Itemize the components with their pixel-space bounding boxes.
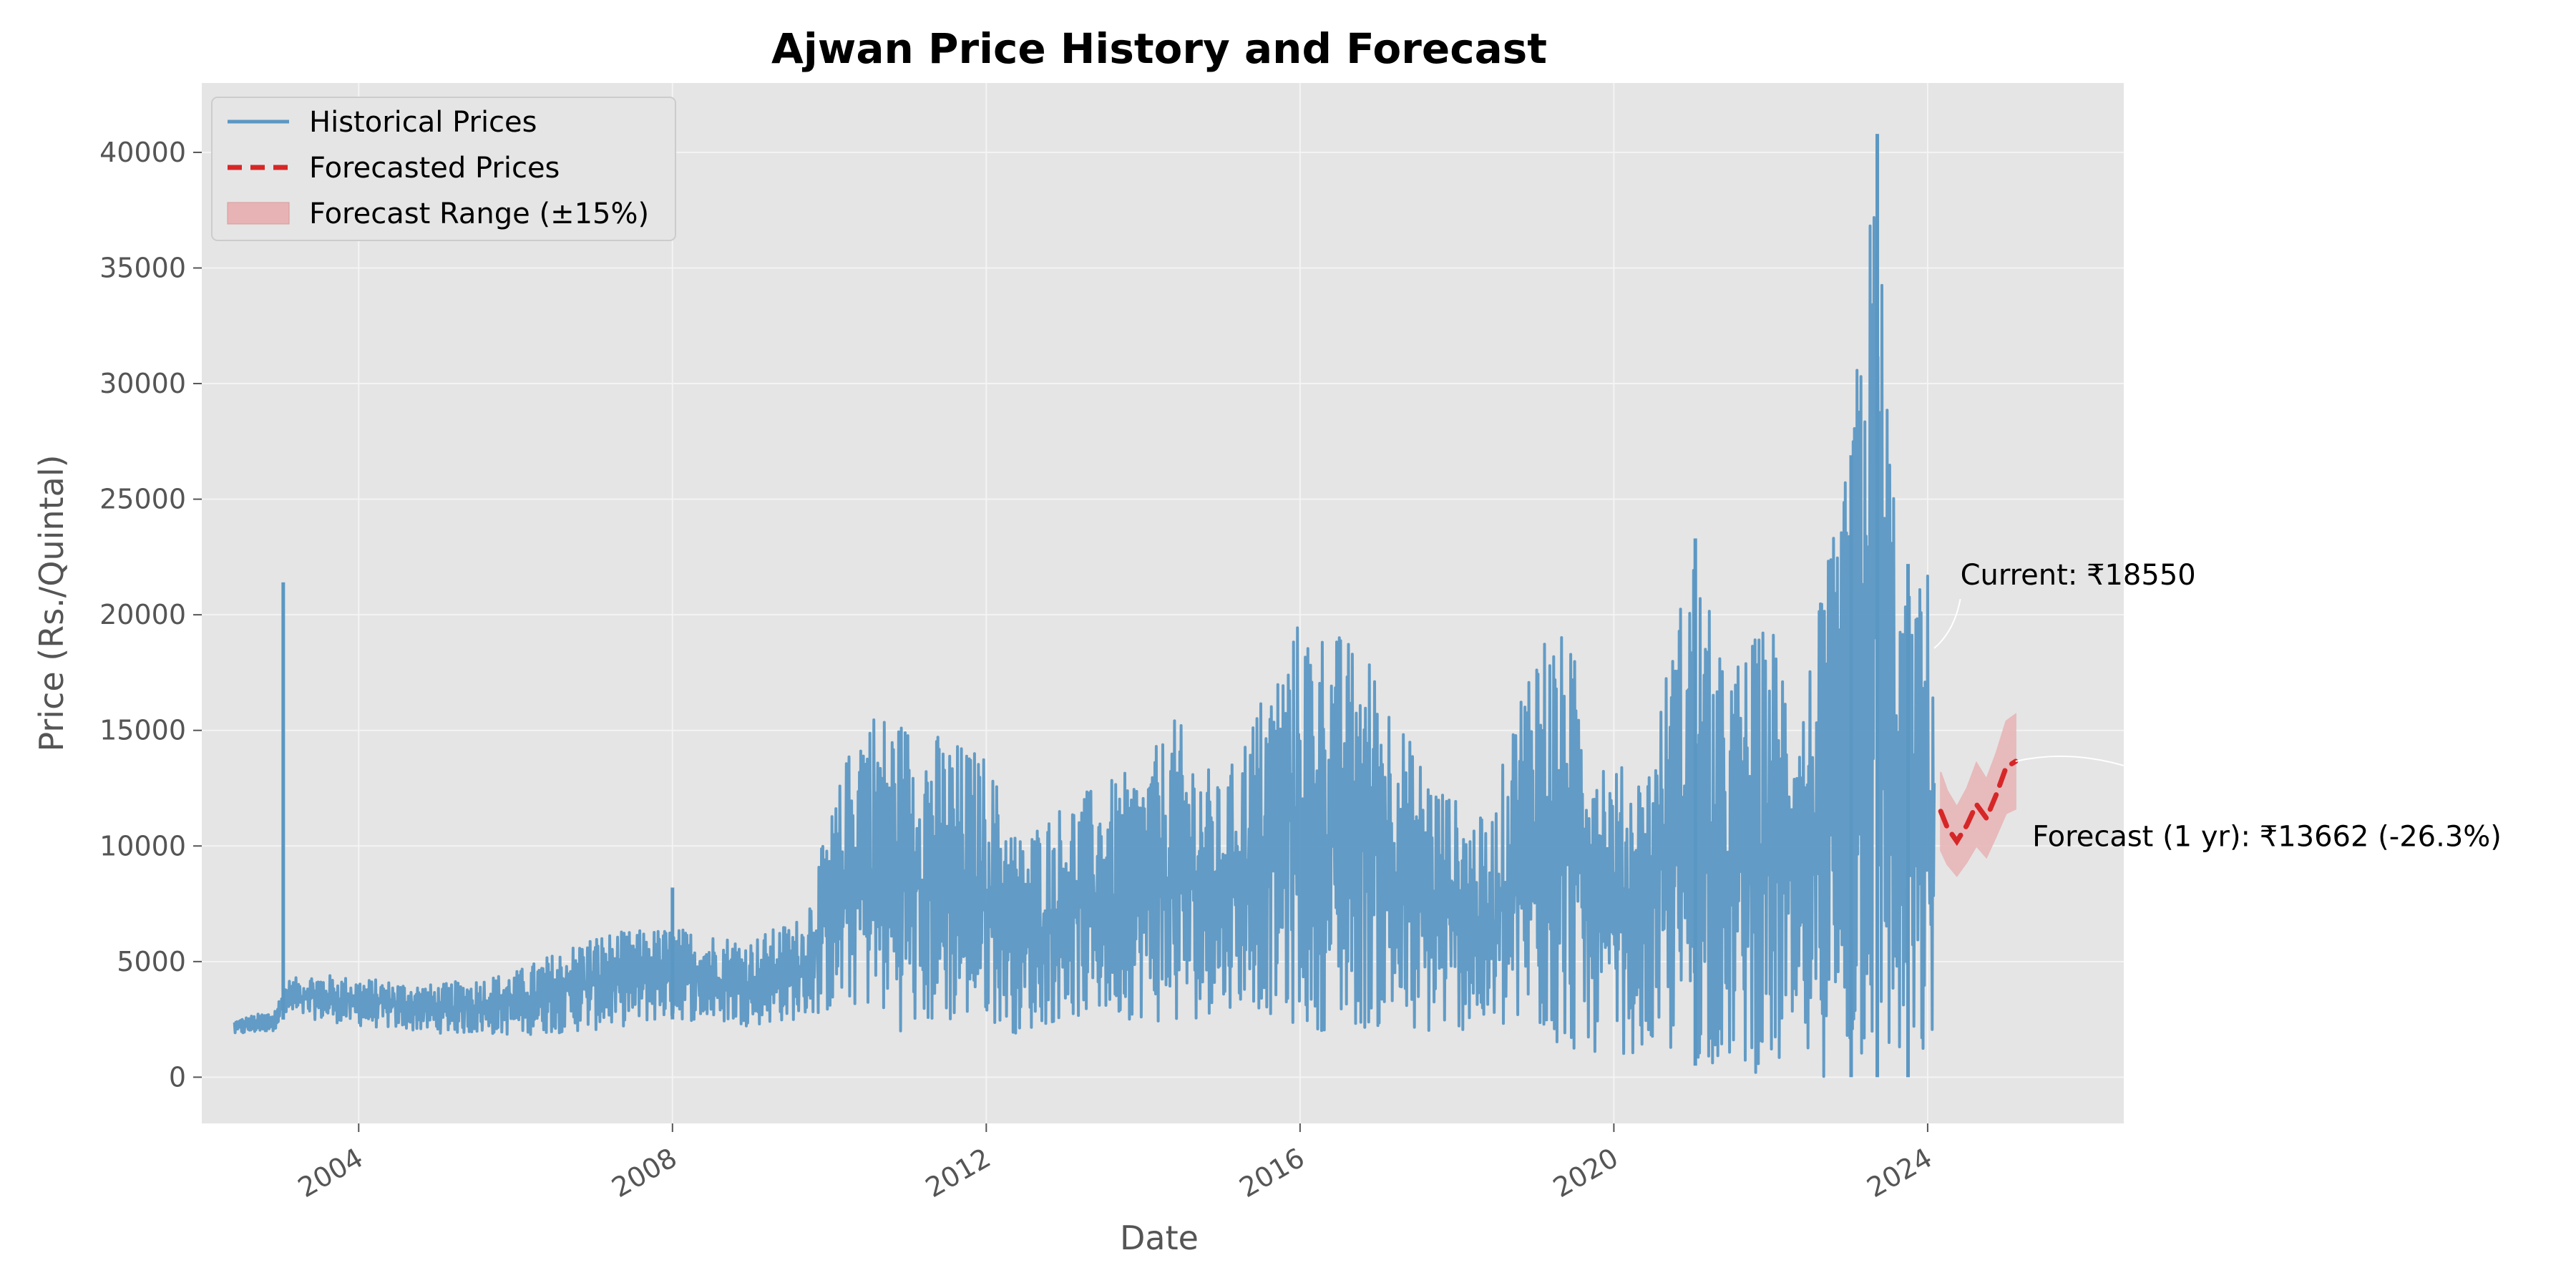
y-tick-label: 0 [169,1061,186,1093]
y-axis-label: Price (Rs./Quintal) [32,454,71,751]
historical-price-line [233,216,1936,1078]
y-tick-label: 20000 [99,599,186,630]
legend-box [211,97,676,241]
forecasted-prices-series [1938,758,2019,847]
y-tick-label: 30000 [99,368,186,399]
annotation-arrow [1933,598,1961,649]
y-tick-label: 25000 [99,484,186,515]
y-tick-label: 15000 [99,715,186,746]
legend-range-swatch [227,202,290,225]
annotation-arrow [2015,755,2219,811]
x-axis-label: Date [1120,1219,1199,1257]
forecast-price-line [1938,758,2019,847]
annotations: Current: ₹18550 Forecast (1 yr): ₹13662 (… [1933,559,2502,853]
historical-prices-series [233,134,1936,1078]
y-tick-label: 40000 [99,137,186,168]
legend-entry-label: Historical Prices [309,106,537,139]
legend: Historical Prices Forecasted Prices Foreca… [211,97,676,241]
annotation-label: Current: ₹18550 [1961,559,2196,592]
y-tick-label: 5000 [117,946,186,977]
y-tick-label: 10000 [99,830,186,862]
legend-entry-label: Forecasted Prices [309,152,560,185]
legend-entry-label: Forecast Range (±15%) [309,197,649,230]
chart-title: Ajwan Price History and Forecast [771,24,1547,73]
y-tick-label: 35000 [99,252,186,283]
annotation-label: Forecast (1 yr): ₹13662 (-26.3%) [2032,820,2502,853]
